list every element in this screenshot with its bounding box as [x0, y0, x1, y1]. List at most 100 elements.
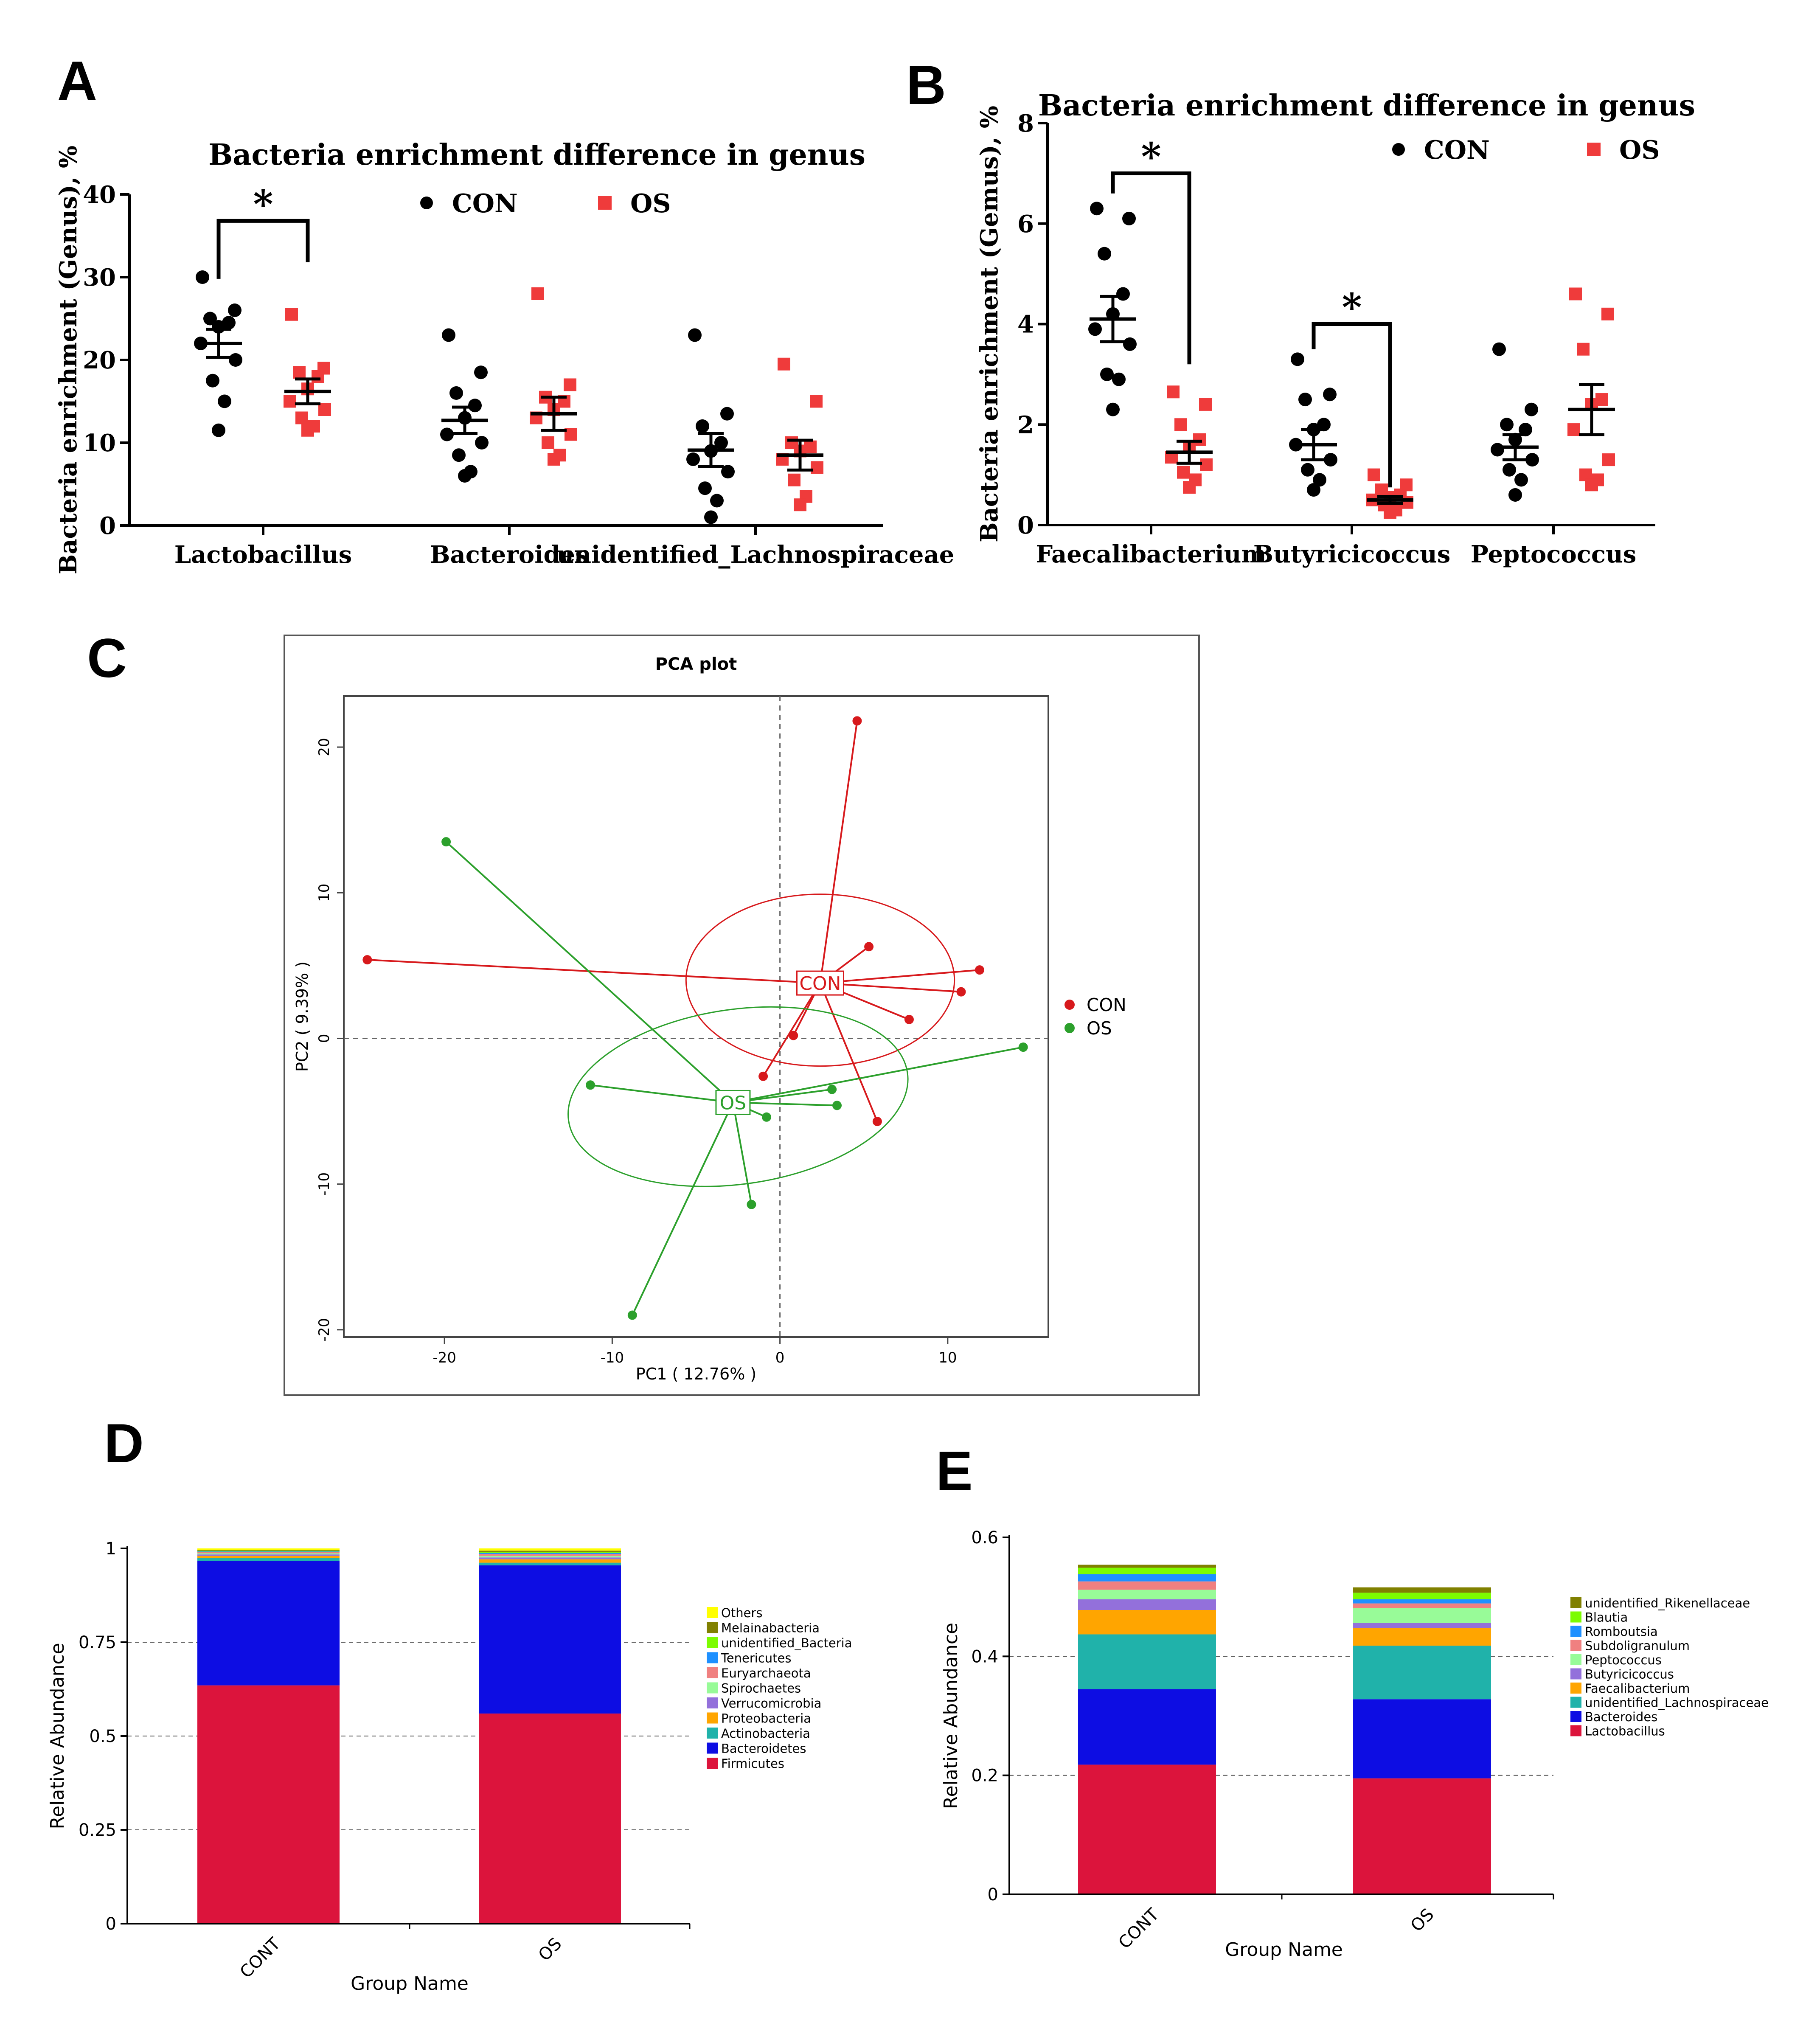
os-point [1167, 385, 1180, 399]
y-axis-label: Bacteria enrichment (Gemus), % [975, 106, 1003, 542]
con-point [789, 1031, 798, 1040]
bar-segment-melainabacteria [479, 1551, 621, 1552]
legend-swatch [1570, 1597, 1581, 1608]
legend-label: Euryarchaeota [721, 1666, 811, 1680]
legend-swatch [1570, 1654, 1581, 1665]
bar-segment-others [479, 1548, 621, 1551]
bar-segment-subdoligranulum [1078, 1581, 1216, 1590]
legend-label: Proteobacteria [721, 1711, 811, 1726]
os-point [627, 1310, 637, 1320]
con-point [449, 386, 463, 400]
x-axis-label: Group Name [351, 1973, 469, 1995]
con-point [975, 965, 984, 975]
con-point [1491, 443, 1504, 457]
legend-label-con: CON [452, 189, 518, 219]
os-centroid-box [715, 1090, 751, 1115]
con-point [1112, 372, 1126, 386]
legend-label: unidentified_Rikenellaceae [1585, 1596, 1750, 1610]
con-point [686, 452, 700, 466]
y-tick-label: 0.25 [79, 1820, 116, 1840]
legend-label: Faecalibacterium [1585, 1681, 1690, 1696]
os-ellipse [567, 1006, 909, 1187]
bar-segment-unidentified-rikenellaceae [1353, 1587, 1491, 1593]
legend-label: Bacteroidetes [721, 1742, 806, 1756]
bar-segment-spirochaetes [479, 1556, 621, 1558]
y-tick-label: 30 [83, 264, 116, 292]
os-point [564, 378, 576, 391]
bar-segment-lactobacillus [1078, 1764, 1216, 1894]
significance-bracket [1111, 171, 1191, 365]
legend-swatch [1570, 1711, 1581, 1722]
con-legend-label: CON [1087, 995, 1126, 1015]
os-point [1200, 458, 1213, 471]
panel-label-b: B [906, 54, 946, 116]
x-tick-label: Lactobacillus [174, 541, 352, 569]
con-point [1098, 247, 1111, 261]
os-point [586, 1080, 595, 1090]
y-tick-label: 10 [316, 884, 333, 902]
legend-swatch [1570, 1725, 1581, 1736]
legend-label: Subdoligranulum [1585, 1639, 1690, 1653]
chart-a: Bacteria enrichment difference in genus B… [54, 138, 954, 574]
con-point [956, 987, 966, 997]
bar-segment-butyricicoccus [1078, 1599, 1216, 1610]
os-point [284, 395, 296, 408]
bar-segment-peptococcus [1078, 1590, 1216, 1599]
con-point [218, 394, 231, 408]
os-point [747, 1200, 756, 1209]
legend-label: unidentified_Bacteria [721, 1636, 852, 1650]
con-point [1525, 402, 1538, 416]
con-point [864, 942, 874, 952]
os-point [788, 473, 800, 486]
con-point [458, 469, 472, 483]
y-axis-label: Bacteria enrichment (Genus), % [54, 146, 82, 574]
bar-segment-romboutsia [1353, 1599, 1491, 1604]
chart-title: Bacteria enrichment difference in genus [208, 138, 865, 172]
legend-label: Lactobacillus [1585, 1724, 1665, 1739]
con-ellipse [685, 893, 955, 1067]
bar-segment-unidentified-lachnospiraceae [1078, 1634, 1216, 1689]
legend-marker-con [420, 197, 433, 209]
os-legend-label: OS [1087, 1018, 1112, 1039]
os-point [318, 403, 331, 416]
con-point [474, 365, 488, 379]
os-point [542, 436, 554, 449]
bar-segment-blautia [1353, 1593, 1491, 1599]
con-point [1514, 473, 1528, 487]
os-point [1569, 287, 1582, 301]
y-axis-label: Relative Abundance [940, 1623, 962, 1809]
os-point [1585, 478, 1598, 492]
os-point [285, 308, 298, 321]
con-point [1317, 418, 1331, 432]
y-tick-label: 20 [316, 738, 333, 756]
con-point [1301, 463, 1314, 477]
bar-segment-euryarchaeota [197, 1552, 340, 1554]
legend-label-os: OS [630, 189, 671, 219]
os-point [1183, 481, 1196, 494]
con-point [1122, 211, 1136, 225]
bar-segment-proteobacteria [197, 1556, 340, 1558]
x-tick-label: -20 [433, 1349, 456, 1366]
os-point [827, 1084, 837, 1094]
legend-label: Others [721, 1606, 762, 1620]
con-point [1100, 367, 1114, 381]
bar-segment-spirochaetes [197, 1553, 340, 1555]
con-point [228, 303, 242, 317]
significance-star: * [253, 182, 273, 227]
legend-label-con: CON [1424, 135, 1490, 165]
con-point [720, 407, 734, 421]
os-spoke [732, 1102, 753, 1205]
legend-swatch [707, 1758, 718, 1769]
con-point [452, 448, 466, 462]
legend-swatch [1570, 1697, 1581, 1708]
con-point [475, 436, 489, 450]
significance-bracket [216, 219, 310, 279]
con-point [1298, 393, 1312, 407]
legend-swatch [1570, 1640, 1581, 1651]
chart-e: 0 0.2 0.4 0.6 CONT OS Group Name Relative Abund… [940, 1528, 1769, 1961]
panel-label-d: D [104, 1412, 144, 1474]
os-centroid-label: OS [720, 1092, 747, 1114]
y-tick-label: 10 [83, 429, 116, 457]
con-point [704, 510, 718, 524]
significance-bracket [1312, 322, 1392, 488]
